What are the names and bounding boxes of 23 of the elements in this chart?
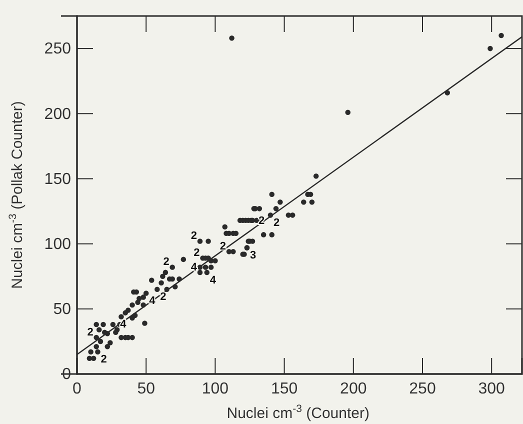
x-tick-label: 100 [202,380,229,398]
annotation: 2 [160,291,166,304]
annotation: 2 [220,240,226,252]
annotation: 2 [87,326,94,338]
y-tick-label: 250 [44,40,72,58]
annotation: 2 [190,230,197,242]
x-axis-title: Nuclei cm$^{-3}$ (Counter) [226,403,370,422]
annotation: 2 [273,217,280,230]
annotation: 4 [210,274,217,286]
y-tick-label: 100 [44,236,72,253]
annotation: 2 [194,246,200,259]
y-tick-label: 200 [44,106,72,123]
x-tick-label: 150 [270,380,298,398]
x-tick-label: 300 [478,380,506,398]
x-tick-label: 50 [137,380,156,398]
annotation: 2 [163,256,170,268]
annotation: 2 [100,354,107,366]
annotation: 3 [250,250,256,262]
x-tick-label: 200 [340,380,367,398]
y-tick-label: 50 [53,301,72,318]
y-tick-label: 150 [44,170,72,188]
x-tick-label: 250 [409,380,436,398]
annotation: 4 [190,261,198,274]
